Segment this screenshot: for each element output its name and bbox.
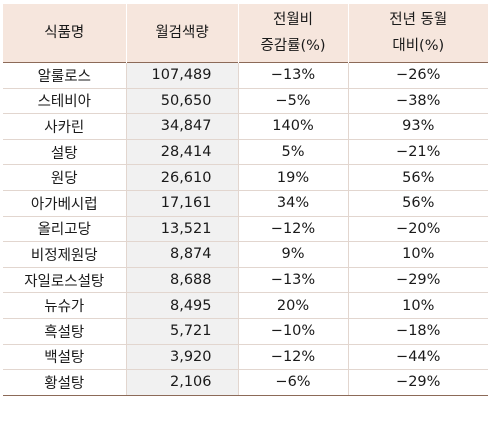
mom-change-cell: −13% xyxy=(238,62,349,89)
table-row: 사카린 34,847 140% 93% xyxy=(3,113,488,140)
mom-change-cell: 20% xyxy=(238,292,349,319)
food-name-cell: 올리고당 xyxy=(3,215,126,242)
food-name-cell: 원당 xyxy=(3,164,126,191)
table-row: 올리고당 13,521 −12% −20% xyxy=(3,215,488,242)
yoy-change-cell: 56% xyxy=(348,189,488,217)
yoy-change-cell: −20% xyxy=(348,215,488,242)
yoy-change-cell: −21% xyxy=(348,138,488,165)
mom-change-cell: −10% xyxy=(238,317,349,345)
monthly-volume-cell: 2,106 xyxy=(125,369,239,396)
header-yoy-line2: 대비(%) xyxy=(392,38,445,54)
header-mom-line1: 전월비 xyxy=(272,12,314,28)
header-yoy-change: 전년 동월 대비(%) xyxy=(347,4,488,63)
food-name-cell: 흑설탕 xyxy=(3,317,126,345)
table-row: 황설탕 2,106 −6% −29% xyxy=(3,369,488,396)
monthly-volume-cell: 13,521 xyxy=(125,215,239,242)
yoy-change-cell: −18% xyxy=(348,317,488,345)
table-header: 식품명 월검색량 전월비 증감률(%) 전년 동월 대비(%) xyxy=(3,4,488,63)
food-name-cell: 스테비아 xyxy=(3,87,126,114)
mom-change-cell: −12% xyxy=(238,343,349,370)
mom-change-cell: 34% xyxy=(238,189,349,217)
monthly-volume-cell: 107,489 xyxy=(125,62,239,89)
food-name-cell: 사카린 xyxy=(3,113,126,140)
yoy-change-cell: −29% xyxy=(348,266,488,293)
table-row: 백설탕 3,920 −12% −44% xyxy=(3,343,488,370)
table-row: 아가베시럽 17,161 34% 56% xyxy=(3,189,488,217)
monthly-volume-cell: 8,495 xyxy=(125,292,239,319)
mom-change-cell: −6% xyxy=(238,369,349,396)
monthly-volume-cell: 28,414 xyxy=(125,138,239,165)
table-body: 알룰로스 107,489 −13% −26% 스테비아 50,650 −5% −38% 사카린 3… xyxy=(3,62,488,396)
table-row: 자일로스설탕 8,688 −13% −29% xyxy=(3,266,488,293)
food-name-cell: 황설탕 xyxy=(3,369,126,396)
mom-change-cell: −13% xyxy=(238,266,349,293)
table-row: 스테비아 50,650 −5% −38% xyxy=(3,87,488,114)
monthly-volume-cell: 50,650 xyxy=(125,87,239,114)
yoy-change-cell: 10% xyxy=(348,241,488,268)
header-monthly-volume-label: 월검색량 xyxy=(155,25,209,41)
monthly-volume-cell: 3,920 xyxy=(125,343,239,370)
monthly-volume-cell: 26,610 xyxy=(125,164,239,191)
yoy-change-cell: 56% xyxy=(348,164,488,191)
yoy-change-cell: −38% xyxy=(348,87,488,114)
header-monthly-volume: 월검색량 xyxy=(125,4,238,63)
mom-change-cell: 19% xyxy=(238,164,349,191)
table-row: 뉴슈가 8,495 20% 10% xyxy=(3,292,488,319)
header-mom-line2: 증감률(%) xyxy=(260,38,326,54)
food-name-cell: 뉴슈가 xyxy=(3,292,126,319)
mom-change-cell: 9% xyxy=(238,241,349,268)
food-name-cell: 비정제원당 xyxy=(3,241,126,268)
header-mom-change: 전월비 증감률(%) xyxy=(237,4,348,63)
monthly-volume-cell: 34,847 xyxy=(125,113,239,140)
food-name-cell: 아가베시럽 xyxy=(3,189,126,217)
monthly-volume-cell: 17,161 xyxy=(125,189,239,217)
mom-change-cell: 5% xyxy=(238,138,349,165)
mom-change-cell: 140% xyxy=(238,113,349,140)
monthly-volume-cell: 8,688 xyxy=(125,266,239,293)
mom-change-cell: −5% xyxy=(238,87,349,114)
yoy-change-cell: −26% xyxy=(348,62,488,89)
header-yoy-line1: 전년 동월 xyxy=(389,12,448,28)
yoy-change-cell: −29% xyxy=(348,369,488,396)
table-row: 설탕 28,414 5% −21% xyxy=(3,138,488,165)
header-food-name-label: 식품명 xyxy=(44,25,85,41)
sweetener-search-table: 식품명 월검색량 전월비 증감률(%) 전년 동월 대비(%) 알룰로스 107,… xyxy=(3,4,488,396)
food-name-cell: 자일로스설탕 xyxy=(3,266,126,293)
header-food-name: 식품명 xyxy=(3,4,126,63)
monthly-volume-cell: 8,874 xyxy=(125,241,239,268)
yoy-change-cell: 10% xyxy=(348,292,488,319)
table-row: 흑설탕 5,721 −10% −18% xyxy=(3,317,488,345)
food-name-cell: 알룰로스 xyxy=(3,62,126,89)
mom-change-cell: −12% xyxy=(238,215,349,242)
yoy-change-cell: 93% xyxy=(348,113,488,140)
food-name-cell: 백설탕 xyxy=(3,343,126,370)
table-row: 알룰로스 107,489 −13% −26% xyxy=(3,62,488,89)
header-row: 식품명 월검색량 전월비 증감률(%) 전년 동월 대비(%) xyxy=(3,4,488,63)
food-name-cell: 설탕 xyxy=(3,138,126,165)
monthly-volume-cell: 5,721 xyxy=(125,317,239,345)
yoy-change-cell: −44% xyxy=(348,343,488,370)
table-row: 원당 26,610 19% 56% xyxy=(3,164,488,191)
table-row: 비정제원당 8,874 9% 10% xyxy=(3,241,488,268)
